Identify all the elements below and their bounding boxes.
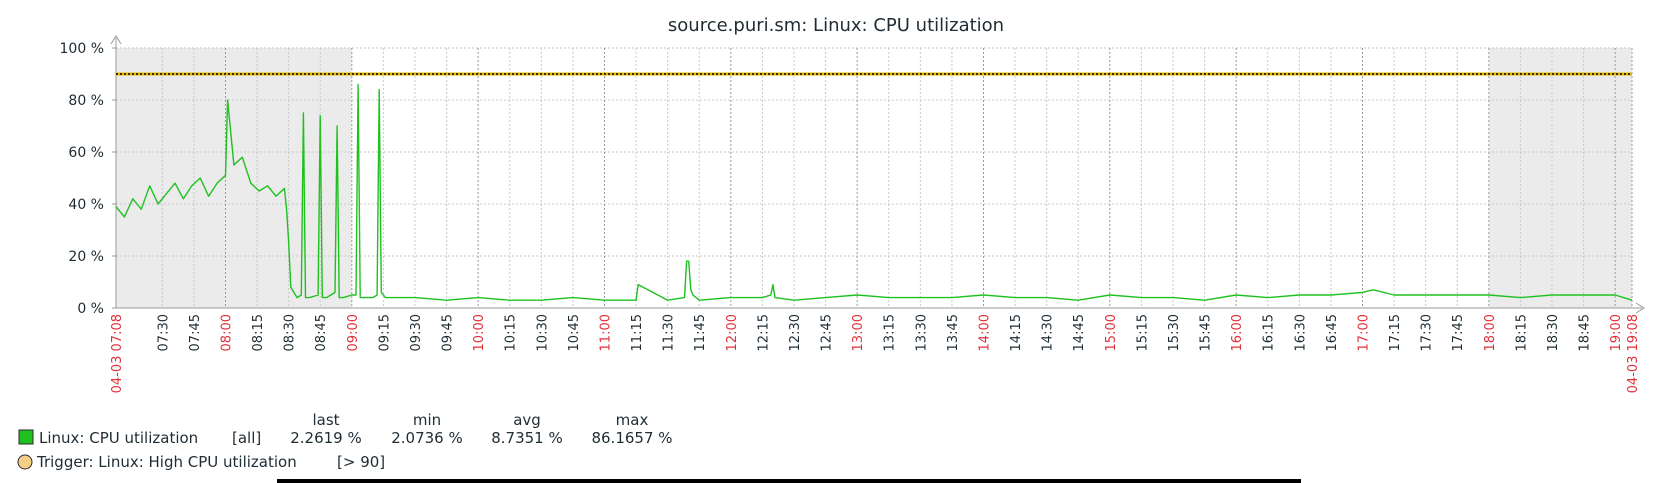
shaded-period — [116, 48, 352, 308]
y-tick-label: 100 % — [60, 41, 104, 57]
chart-title: source.puri.sm: Linux: CPU utilization — [668, 15, 1004, 36]
x-tick-label: 17:30 — [1420, 314, 1435, 351]
legend-header-min: min — [413, 411, 441, 429]
x-tick-label: 13:30 — [914, 314, 929, 351]
x-tick-label: 15:30 — [1167, 314, 1182, 351]
x-tick-label: 14:15 — [1009, 314, 1024, 351]
x-tick-label: 18:30 — [1546, 314, 1561, 351]
legend-label-trigger: Trigger: Linux: High CPU utilization — [36, 453, 297, 471]
legend-header-last: last — [312, 411, 339, 429]
x-tick-label: 10:30 — [535, 314, 550, 351]
x-tick-label: 16:45 — [1325, 314, 1340, 351]
x-tick-label: 10:00 — [472, 314, 487, 351]
y-axis-ticks: 0 % 20 % 40 % 60 % 80 % 100 % — [60, 41, 116, 317]
series-lines — [115, 72, 1633, 301]
legend-max-cpu: 86.1657 % — [591, 429, 672, 447]
x-axis-ticks: 04-03 07:08 07:30 07:45 08:00 08:15 08:30 08:4… — [110, 314, 1641, 393]
x-tick-label: 14:45 — [1072, 314, 1087, 351]
x-axis-arrow — [1635, 302, 1645, 314]
shaded-period — [1488, 48, 1632, 308]
legend-scope-cpu: [all] — [232, 429, 261, 447]
y-tick-label: 60 % — [68, 145, 104, 161]
y-tick-label: 40 % — [68, 197, 104, 213]
y-tick-label: 20 % — [68, 249, 104, 265]
legend: last min avg max Linux: CPU utilization … — [17, 411, 673, 471]
x-tick-label: 12:00 — [725, 314, 740, 351]
x-tick-label: 08:30 — [283, 314, 298, 351]
legend-avg-cpu: 8.7351 % — [491, 429, 563, 447]
x-tick-label: 17:45 — [1451, 314, 1466, 351]
x-tick-label: 15:00 — [1104, 314, 1119, 351]
x-tick-label: 13:45 — [946, 314, 961, 351]
x-tick-label: 09:15 — [377, 314, 392, 351]
plot-area — [116, 48, 1632, 308]
y-axis-arrow — [110, 35, 122, 45]
x-tick-label: 13:00 — [851, 314, 866, 351]
legend-last-cpu: 2.2619 % — [290, 429, 362, 447]
x-tick-label: 11:15 — [630, 314, 645, 351]
x-tick-label: 18:15 — [1514, 314, 1529, 351]
x-tick-label: 07:45 — [188, 314, 203, 351]
x-tick-label: 16:30 — [1293, 314, 1308, 351]
x-tick-label: 16:15 — [1262, 314, 1277, 351]
x-tick-label: 08:15 — [251, 314, 266, 351]
x-tick-label: 16:00 — [1230, 314, 1245, 351]
x-tick-label: 09:30 — [409, 314, 424, 351]
x-tick-label: 12:30 — [788, 314, 803, 351]
bottom-bar — [277, 479, 1301, 483]
x-tick-label: 13:15 — [883, 314, 898, 351]
legend-label-cpu: Linux: CPU utilization — [39, 429, 198, 447]
x-tick-label-start: 04-03 07:08 — [110, 314, 125, 393]
x-tick-label: 19:00 — [1609, 314, 1624, 351]
x-tick-label: 10:45 — [567, 314, 582, 351]
legend-header-avg: avg — [513, 411, 541, 429]
x-tick-label: 09:00 — [346, 314, 361, 351]
x-tick-label: 17:00 — [1356, 314, 1371, 351]
x-tick-label: 10:15 — [504, 314, 519, 351]
legend-header-max: max — [616, 411, 649, 429]
x-tick-label: 12:15 — [756, 314, 771, 351]
x-tick-label: 14:00 — [977, 314, 992, 351]
axes — [110, 35, 1645, 314]
x-tick-label: 18:45 — [1578, 314, 1593, 351]
x-tick-label: 14:30 — [1041, 314, 1056, 351]
x-tick-label: 15:15 — [1135, 314, 1150, 351]
x-tick-label: 09:45 — [441, 314, 456, 351]
shaded-periods — [116, 48, 1632, 308]
x-tick-label: 11:00 — [598, 314, 613, 351]
legend-min-cpu: 2.0736 % — [391, 429, 463, 447]
x-tick-label: 07:30 — [156, 314, 171, 351]
x-tick-label: 11:45 — [693, 314, 708, 351]
grid-lines — [116, 47, 1633, 308]
y-tick-label: 80 % — [68, 93, 104, 109]
x-tick-label: 18:00 — [1483, 314, 1498, 351]
x-tick-label-end: 04-03 19:08 — [1626, 314, 1641, 393]
legend-condition-trigger: [> 90] — [337, 453, 385, 471]
x-tick-label: 11:30 — [662, 314, 677, 351]
legend-swatch-trigger — [17, 454, 33, 470]
x-tick-label: 08:45 — [314, 314, 329, 351]
legend-swatch-cpu — [18, 429, 34, 445]
y-tick-label: 0 % — [77, 301, 104, 317]
x-tick-label: 12:45 — [820, 314, 835, 351]
x-tick-label: 15:45 — [1199, 314, 1214, 351]
x-tick-label: 17:15 — [1388, 314, 1403, 351]
series-line-cpu-utilization — [115, 83, 1633, 301]
x-tick-label: 08:00 — [219, 314, 234, 351]
